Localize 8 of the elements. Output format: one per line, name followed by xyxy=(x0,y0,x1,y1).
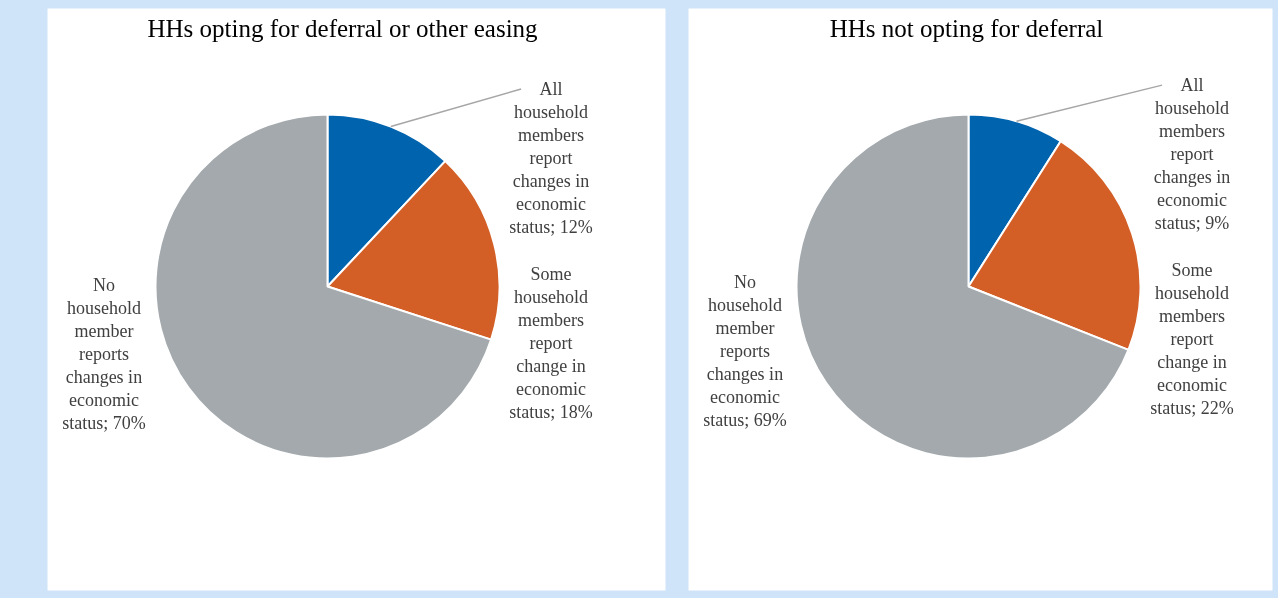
chart-title: HHs opting for deferral or other easing xyxy=(147,15,539,42)
slice-label: All household members report changes in economic status; 9% xyxy=(1153,75,1231,234)
slice-label: No household member reports changes in economic status; 69% xyxy=(703,271,787,430)
slice-label: Some household members report change in economic status; 22% xyxy=(1150,260,1234,419)
slice-label: All household members report changes in economic status; 12% xyxy=(509,79,593,238)
chart-title: HHs not opting for deferral xyxy=(829,15,1104,42)
slice-label: No household member reports changes in economic status; 70% xyxy=(62,274,146,433)
slice-label: Some household members report change in economic status; 18% xyxy=(509,264,593,423)
